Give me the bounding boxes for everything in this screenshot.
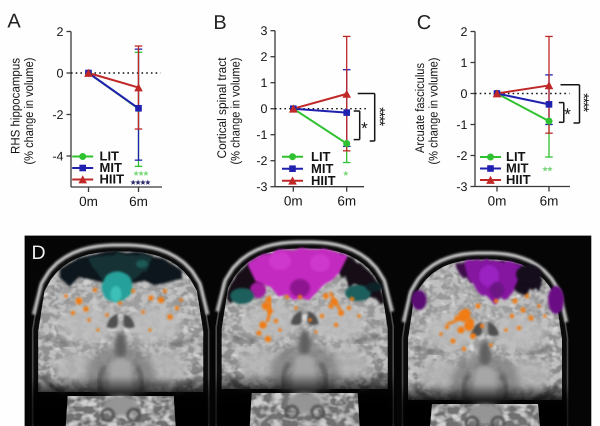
svg-text:0m: 0m — [284, 194, 303, 209]
svg-text:2: 2 — [57, 25, 64, 39]
svg-text:-2: -2 — [256, 154, 267, 168]
svg-text:-2: -2 — [52, 108, 63, 122]
svg-text:3: 3 — [261, 24, 268, 38]
svg-text:*: * — [564, 105, 571, 124]
svg-text:(% change in volume): (% change in volume) — [22, 58, 36, 165]
svg-text:RHS hippocampus: RHS hippocampus — [9, 58, 23, 154]
svg-text:D: D — [32, 242, 46, 264]
svg-text:-3: -3 — [256, 180, 267, 194]
svg-text:-1: -1 — [456, 118, 467, 132]
svg-text:B: B — [213, 12, 226, 34]
svg-text:0: 0 — [461, 87, 468, 101]
svg-text:-3: -3 — [456, 180, 467, 194]
svg-text:0m: 0m — [79, 194, 98, 209]
svg-text:MIT: MIT — [100, 160, 122, 175]
svg-text:6m: 6m — [540, 194, 559, 209]
svg-text:-1: -1 — [256, 128, 267, 142]
svg-text:*: * — [361, 119, 368, 138]
svg-text:LIT: LIT — [506, 149, 526, 164]
svg-text:2: 2 — [261, 50, 268, 64]
svg-text:6m: 6m — [337, 194, 356, 209]
svg-text:A: A — [7, 11, 21, 33]
svg-text:-2: -2 — [456, 149, 467, 163]
svg-text:HIIT: HIIT — [311, 173, 336, 188]
svg-text:0: 0 — [57, 66, 64, 80]
svg-text:0m: 0m — [488, 194, 507, 209]
svg-text:0: 0 — [261, 102, 268, 116]
svg-text:-4: -4 — [52, 149, 63, 163]
svg-text:HIIT: HIIT — [100, 172, 125, 187]
svg-text:HIIT: HIIT — [506, 172, 531, 187]
svg-text:LIT: LIT — [311, 149, 331, 164]
svg-text:2: 2 — [461, 25, 468, 39]
svg-text:(% change in volume): (% change in volume) — [229, 58, 243, 165]
svg-text:(% change in volume): (% change in volume) — [427, 58, 441, 165]
svg-text:1: 1 — [261, 76, 268, 90]
svg-text:MIT: MIT — [506, 161, 528, 176]
svg-text:****: **** — [370, 107, 387, 126]
svg-text:Cortical spinal tract: Cortical spinal tract — [215, 57, 229, 158]
svg-text:1: 1 — [461, 56, 468, 70]
svg-text:****: **** — [574, 93, 591, 112]
svg-text:6m: 6m — [129, 194, 148, 209]
svg-text:Arcuate fasciculus: Arcuate fasciculus — [413, 63, 427, 153]
svg-text:C: C — [417, 12, 431, 34]
svg-text:MIT: MIT — [311, 161, 333, 176]
svg-text:LIT: LIT — [100, 149, 120, 164]
